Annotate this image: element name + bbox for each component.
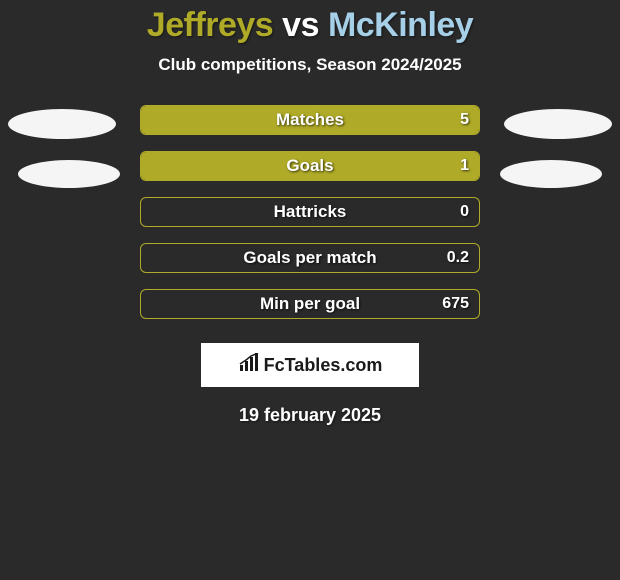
stat-bar-label: Hattricks [141, 198, 479, 226]
stat-bar-label: Matches [141, 106, 479, 134]
stat-bar-value: 0.2 [447, 244, 469, 272]
title-right: McKinley [328, 6, 473, 44]
brand-text: FcTables.com [264, 355, 383, 376]
comparison-chart: Matches5Goals1Hattricks0Goals per match0… [0, 105, 620, 335]
player-right-marker-1 [504, 109, 612, 139]
title-left: Jeffreys [147, 6, 273, 44]
stat-bar: Goals1 [140, 151, 480, 181]
brand-box: FcTables.com [201, 343, 419, 387]
stat-bar-label: Goals [141, 152, 479, 180]
player-left-marker-2 [18, 160, 120, 188]
stat-bar: Matches5 [140, 105, 480, 135]
stat-bar-value: 675 [442, 290, 469, 318]
stat-bar: Min per goal675 [140, 289, 480, 319]
title-vs: vs [273, 6, 328, 44]
subtitle: Club competitions, Season 2024/2025 [0, 55, 620, 75]
bar-chart-icon [238, 353, 260, 378]
stat-bar-label: Goals per match [141, 244, 479, 272]
stat-bar-label: Min per goal [141, 290, 479, 318]
player-left-marker-1 [8, 109, 116, 139]
bars-container: Matches5Goals1Hattricks0Goals per match0… [140, 105, 480, 335]
player-right-marker-2 [500, 160, 602, 188]
stat-bar-value: 5 [460, 106, 469, 134]
page-title: Jeffreys vs McKinley [0, 0, 620, 45]
date-label: 19 february 2025 [0, 405, 620, 426]
stat-bar-value: 1 [460, 152, 469, 180]
stat-bar: Hattricks0 [140, 197, 480, 227]
stat-bar: Goals per match0.2 [140, 243, 480, 273]
stat-bar-value: 0 [460, 198, 469, 226]
